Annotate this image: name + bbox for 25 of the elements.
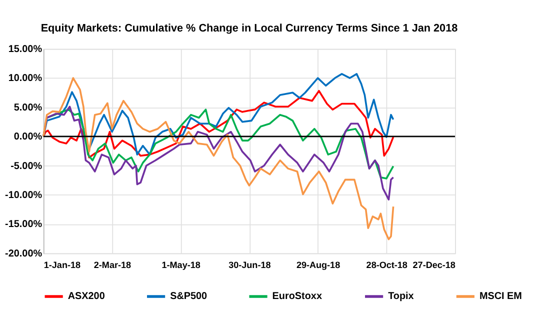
y-tick-label: 5.00%	[14, 102, 42, 114]
x-tick-label: 1-Jan-18	[44, 260, 81, 270]
line-series	[42, 106, 394, 200]
y-tick-label: -10.00%	[5, 190, 42, 202]
legend-label: MSCI EM	[479, 291, 522, 302]
x-tick-label: 27-Dec-18	[412, 260, 456, 270]
y-tick-label: -5.00%	[10, 160, 42, 172]
y-tick-label: 0.00%	[14, 132, 42, 143]
line-series	[42, 77, 394, 240]
legend-label: ASX200	[68, 291, 106, 302]
line-series	[42, 90, 394, 158]
legend-label: EuroStoxx	[272, 291, 322, 302]
x-tick-label: 2-Mar-18	[94, 260, 132, 270]
legend-label: S&P500	[170, 291, 208, 302]
line-series	[42, 73, 394, 156]
y-tick-label: 15.00%	[8, 44, 42, 55]
x-tick-label: 1-May-18	[162, 260, 200, 270]
legend-label: Topix	[388, 291, 414, 302]
y-tick-label: -15.00%	[5, 219, 42, 230]
x-tick-label: 29-Aug-18	[296, 260, 340, 270]
y-tick-label: -20.00%	[5, 248, 42, 260]
chart-title: Equity Markets: Cumulative % Change in Local Currency Terms Since 1 Jan 2018	[40, 22, 458, 35]
x-tick-label: 30-Jun-18	[228, 260, 271, 270]
y-tick-label: 10.00%	[8, 73, 42, 84]
x-tick-label: 28-Oct-18	[366, 260, 408, 270]
